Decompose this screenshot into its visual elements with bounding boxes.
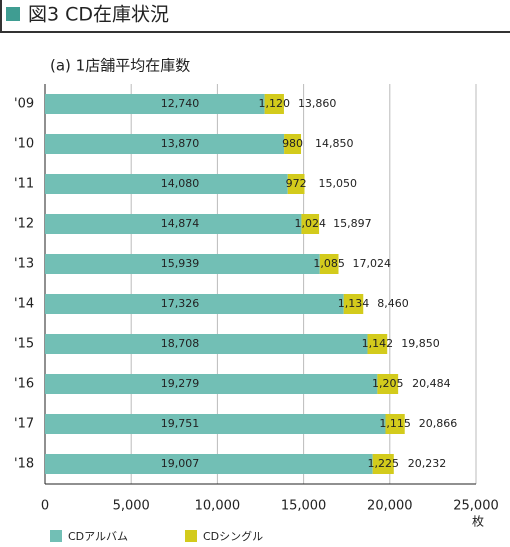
bar-segment (45, 174, 288, 194)
bar-segment (385, 414, 405, 434)
value-label: 1,120 (259, 97, 291, 110)
total-label: 20,484 (412, 377, 451, 390)
y-tick-label: '10 (14, 137, 34, 152)
value-label: 980 (282, 137, 303, 150)
total-label: 14,850 (315, 137, 354, 150)
bar-segment (287, 174, 305, 194)
y-tick-label: '14 (14, 297, 34, 312)
total-label: 15,050 (318, 177, 357, 190)
total-label: 20,232 (408, 457, 447, 470)
bar-segment (45, 334, 368, 354)
value-label: 18,708 (161, 337, 200, 350)
value-label: 14,080 (161, 177, 200, 190)
value-label: 14,874 (161, 217, 200, 230)
y-tick-label: '09 (14, 97, 34, 112)
value-label: 1,225 (367, 457, 399, 470)
bar-segment (45, 134, 285, 154)
total-label: 19,850 (401, 337, 440, 350)
value-label: 13,870 (161, 137, 200, 150)
x-tick-label: 0 (41, 499, 49, 514)
value-label: 15,939 (161, 257, 200, 270)
value-label: 972 (286, 177, 307, 190)
title-marker (6, 7, 20, 21)
bar-segment (45, 454, 373, 474)
bar-segment (343, 294, 364, 314)
value-label: 1,205 (372, 377, 404, 390)
legend-swatch (185, 530, 197, 542)
value-label: 19,279 (161, 377, 200, 390)
value-label: 12,740 (161, 97, 200, 110)
bar-segment (45, 414, 386, 434)
legend-label: CDシングル (203, 529, 263, 543)
chart-subtitle: (a) 1店舗平均在庫数 (50, 57, 190, 75)
value-label: 1,134 (338, 297, 370, 310)
legend-label: CDアルバム (68, 530, 128, 543)
x-tick-label: 15,000 (281, 499, 327, 514)
bar-segment (45, 294, 344, 314)
bar-segment (301, 214, 320, 234)
value-label: 1,115 (379, 417, 411, 430)
total-label: 15,897 (333, 217, 372, 230)
bar-segment (45, 374, 378, 394)
bar-segment (284, 134, 302, 154)
value-label: 17,326 (161, 297, 200, 310)
total-label: 8,460 (377, 297, 409, 310)
value-label: 19,007 (161, 457, 200, 470)
x-tick-label: 20,000 (367, 499, 413, 514)
chart-title: 図3 CD在庫状況 (28, 4, 169, 26)
x-tick-label: 10,000 (195, 499, 241, 514)
y-tick-label: '13 (14, 257, 34, 272)
x-tick-label: 25,000 (453, 499, 499, 514)
value-label: 1,024 (295, 217, 327, 230)
unit-label: 枚 (472, 514, 484, 529)
y-tick-label: '11 (14, 177, 34, 192)
y-tick-label: '15 (14, 337, 34, 352)
bar-segment (367, 334, 388, 354)
bar-segment (319, 254, 339, 274)
legend-swatch (50, 530, 62, 542)
y-tick-label: '12 (14, 217, 34, 232)
y-tick-label: '17 (14, 417, 34, 432)
bar-segment (264, 94, 284, 114)
bar-segment (377, 374, 399, 394)
bar-segment (372, 454, 394, 474)
bar-segment (45, 214, 302, 234)
total-label: 13,860 (298, 97, 337, 110)
total-label: 20,866 (419, 417, 458, 430)
value-label: 1,142 (362, 337, 394, 350)
bar-segment (45, 254, 320, 274)
value-label: 19,751 (161, 417, 200, 430)
y-tick-label: '18 (14, 457, 34, 472)
y-tick-label: '16 (14, 377, 34, 392)
bar-segment (45, 94, 265, 114)
total-label: 17,024 (352, 257, 391, 270)
x-tick-label: 5,000 (113, 499, 150, 514)
value-label: 1,085 (313, 257, 345, 270)
